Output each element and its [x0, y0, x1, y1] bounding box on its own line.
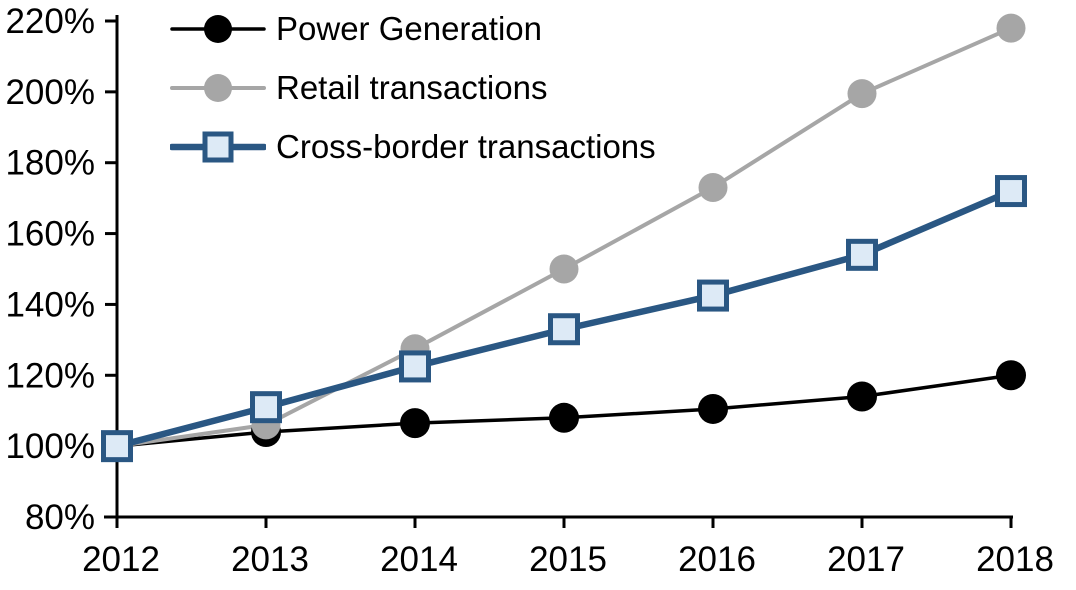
marker-cross-border-transactions	[548, 313, 580, 346]
marker-cross-border-transactions	[250, 391, 282, 424]
marker-retail-transactions	[698, 173, 728, 203]
x-axis-label: 2016	[678, 540, 756, 579]
y-tick-label: 80%	[25, 498, 95, 537]
y-tick-label: 140%	[5, 285, 95, 324]
marker-retail-transactions	[847, 79, 877, 109]
marker-cross-border-transactions	[101, 430, 133, 463]
legend-item-retail-transactions: Retail transactions	[170, 68, 656, 108]
marker-power-generation	[549, 402, 579, 433]
legend-marker-power-generation	[204, 15, 232, 43]
legend-item-power-generation: Power Generation	[170, 9, 656, 49]
marker-cross-border-transactions	[995, 175, 1027, 208]
marker-power-generation	[400, 408, 430, 439]
y-tick-label: 220%	[5, 2, 95, 41]
y-tick-label: 160%	[5, 215, 95, 254]
legend-marker-retail-transactions	[204, 74, 232, 102]
y-tick-label: 200%	[5, 73, 95, 112]
y-tick-label: 120%	[5, 356, 95, 395]
retail-transactions-marker-icon	[170, 74, 266, 102]
legend-label-retail-transactions: Retail transactions	[276, 69, 548, 106]
x-axis-label: 2014	[380, 540, 458, 579]
legend-label-cross-border-transactions: Cross-border transactions	[276, 128, 656, 165]
x-axis-label: 2017	[827, 540, 905, 579]
power-generation-marker-icon	[170, 15, 266, 43]
marker-power-generation	[996, 360, 1026, 391]
marker-retail-transactions	[996, 13, 1026, 43]
marker-cross-border-transactions	[846, 238, 878, 271]
x-axis-label: 2018	[976, 540, 1054, 579]
legend: Power Generation Retail transactions Cro…	[170, 9, 656, 167]
cross-border-transactions-marker-icon	[170, 131, 266, 163]
marker-power-generation	[847, 381, 877, 412]
y-tick-label: 100%	[5, 427, 95, 466]
marker-cross-border-transactions	[399, 350, 431, 383]
marker-retail-transactions	[549, 254, 579, 284]
y-tick-label: 180%	[5, 144, 95, 183]
legend-label-power-generation: Power Generation	[276, 10, 542, 47]
x-axis-label: 2015	[529, 540, 607, 579]
marker-cross-border-transactions	[697, 279, 729, 312]
x-axis-label: 2013	[231, 540, 309, 579]
x-axis-label: 2012	[82, 540, 160, 579]
legend-marker-cross-border-transactions	[202, 131, 234, 163]
legend-item-cross-border-transactions: Cross-border transactions	[170, 127, 656, 167]
marker-power-generation	[698, 393, 728, 424]
